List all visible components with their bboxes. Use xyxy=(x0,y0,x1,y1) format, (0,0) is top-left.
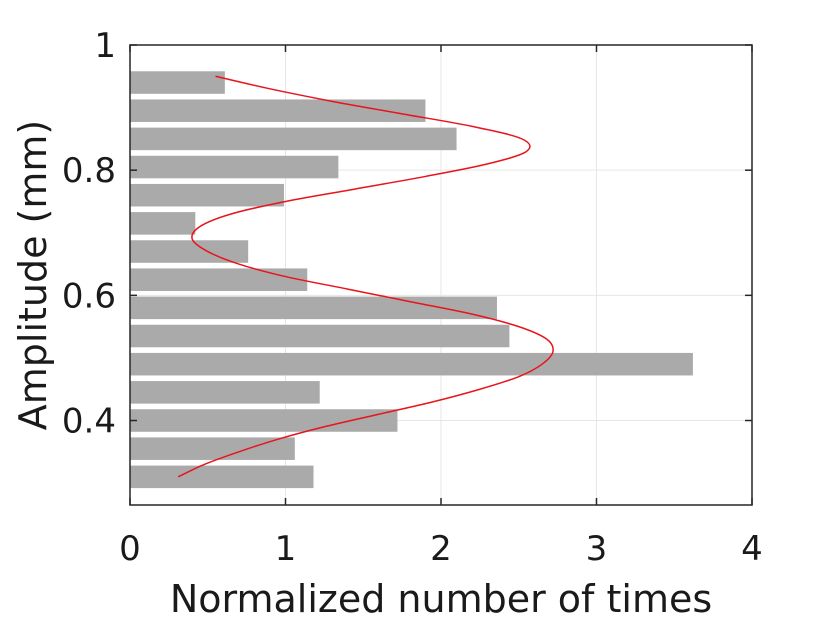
x-tick-label: 3 xyxy=(586,529,608,569)
y-tick-labels: 0.4 0.6 0.8 1 xyxy=(62,26,116,442)
y-axis-title: Amplitude (mm) xyxy=(11,120,55,431)
bar xyxy=(130,409,398,432)
bar-series xyxy=(130,71,693,489)
bar xyxy=(130,437,295,460)
bar xyxy=(130,352,693,376)
y-tick-label: 0.8 xyxy=(62,151,116,191)
x-axis-title: Normalized number of times xyxy=(170,577,712,621)
x-tick-label: 1 xyxy=(275,529,297,569)
bar xyxy=(130,240,249,263)
bar xyxy=(130,465,314,489)
bar xyxy=(130,324,510,348)
axis-ticks xyxy=(129,44,753,505)
bar xyxy=(130,71,225,94)
fitted-curve xyxy=(177,75,554,478)
bar xyxy=(130,183,284,207)
bar xyxy=(130,381,320,404)
y-tick-label: 1 xyxy=(94,26,116,66)
y-tick-label: 0.4 xyxy=(62,402,116,442)
bar xyxy=(130,212,196,235)
bar xyxy=(130,127,457,151)
bar xyxy=(130,268,308,291)
bar xyxy=(130,155,339,179)
x-tick-label: 4 xyxy=(741,529,763,569)
y-tick-label: 0.6 xyxy=(62,276,116,316)
x-tick-label: 2 xyxy=(430,529,452,569)
x-tick-labels: 0 1 2 3 4 xyxy=(119,529,763,569)
x-tick-label: 0 xyxy=(119,529,141,569)
bar xyxy=(130,296,497,320)
